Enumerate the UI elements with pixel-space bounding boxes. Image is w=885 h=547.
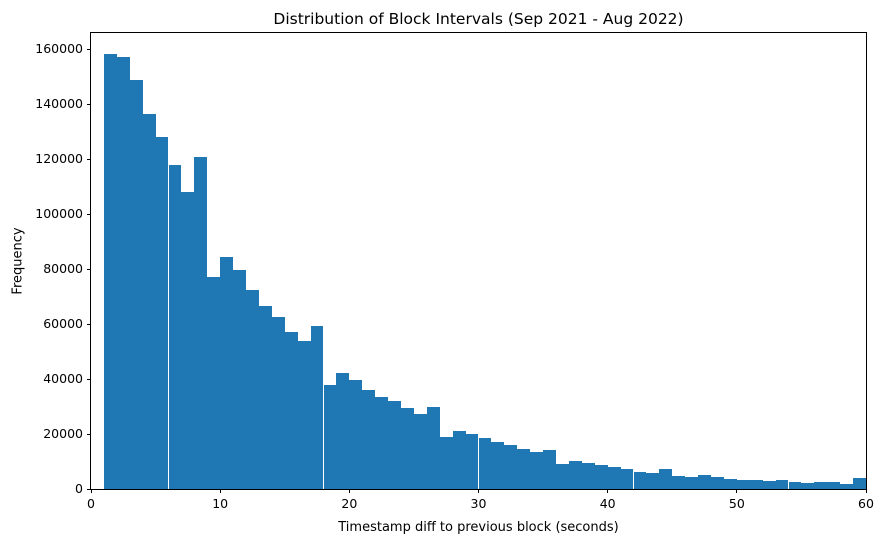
y-tick-label: 120000 — [35, 151, 83, 167]
x-tick — [478, 489, 479, 493]
histogram-bar — [814, 482, 828, 489]
x-tick — [865, 489, 867, 493]
x-tick — [607, 489, 609, 493]
plot-area — [91, 33, 866, 489]
histogram-bar — [323, 384, 337, 489]
x-tick — [348, 489, 350, 493]
histogram-bar — [736, 479, 750, 489]
y-tick-label: 20000 — [43, 426, 83, 442]
histogram-bar — [607, 467, 621, 489]
y-tick-label: 100000 — [35, 206, 83, 222]
histogram-bar — [504, 445, 518, 489]
histogram-bar — [297, 341, 311, 489]
histogram-bar — [284, 332, 298, 489]
y-tick-label: 60000 — [43, 316, 83, 332]
x-tick — [219, 489, 221, 493]
histogram-bar — [349, 380, 363, 489]
histogram-bar — [168, 165, 182, 489]
y-tick — [87, 48, 91, 50]
histogram-bar — [749, 479, 763, 489]
y-tick — [87, 268, 91, 270]
histogram-bar — [723, 478, 737, 489]
y-tick-label: 140000 — [35, 96, 83, 112]
y-tick — [87, 378, 91, 380]
histogram-bar — [207, 277, 221, 489]
x-tick-label: 60 — [858, 496, 874, 511]
y-tick — [87, 433, 91, 435]
histogram-bar — [775, 479, 789, 489]
histogram-bar — [517, 449, 531, 489]
histogram-bar — [336, 372, 350, 489]
histogram-bar — [452, 431, 466, 489]
histogram-bar — [646, 473, 660, 489]
histogram-bar — [413, 414, 427, 489]
y-tick — [87, 103, 91, 105]
y-tick-label: 160000 — [35, 41, 83, 57]
histogram-bar — [310, 325, 324, 489]
histogram-bar — [129, 79, 143, 489]
histogram-bar — [194, 156, 208, 489]
chart-title: Distribution of Block Intervals (Sep 202… — [273, 10, 684, 28]
histogram-bar — [401, 407, 414, 489]
histogram-bar — [465, 434, 479, 489]
histogram-bar — [155, 136, 169, 489]
x-tick-label: 40 — [599, 496, 616, 511]
x-tick — [736, 489, 738, 493]
histogram-bar — [672, 475, 686, 489]
histogram-bar — [801, 482, 815, 489]
histogram-bar — [220, 256, 234, 489]
x-tick-label: 10 — [212, 496, 229, 511]
histogram-bar — [103, 53, 117, 489]
histogram-bar — [633, 471, 647, 489]
histogram-bar — [840, 484, 854, 489]
histogram-bar — [271, 316, 285, 489]
x-tick-label: 30 — [470, 496, 487, 511]
histogram-bar — [853, 478, 866, 489]
y-tick-label: 40000 — [43, 371, 83, 387]
histogram-bar — [530, 451, 544, 489]
histogram-bar — [698, 475, 711, 489]
histogram-bar — [594, 465, 608, 489]
y-tick — [87, 488, 91, 490]
x-tick-label: 50 — [728, 496, 745, 511]
histogram-bar — [711, 477, 724, 489]
y-axis-label: Frequency — [10, 227, 26, 295]
histogram-bar — [258, 306, 272, 489]
histogram-bar — [375, 397, 389, 489]
histogram-bar — [620, 468, 634, 489]
histogram-bar — [685, 477, 699, 489]
histogram-bar — [116, 57, 130, 489]
histogram-bar — [556, 463, 569, 489]
histogram-bar — [581, 463, 595, 489]
x-axis-label: Timestamp diff to previous block (second… — [338, 520, 619, 535]
histogram-bar — [543, 449, 556, 489]
y-tick — [87, 158, 91, 160]
x-tick-label: 20 — [341, 496, 358, 511]
histogram-bar — [788, 482, 802, 489]
histogram-bar — [362, 390, 376, 489]
histogram-bar — [439, 436, 453, 489]
y-tick — [87, 213, 91, 215]
histogram-bar — [478, 438, 492, 489]
histogram-bar — [142, 113, 156, 489]
histogram-bar — [762, 480, 776, 489]
histogram-bar — [827, 482, 841, 489]
histogram-bar — [181, 192, 195, 489]
histogram-bar — [426, 406, 440, 489]
histogram-bar — [388, 401, 401, 489]
histogram-bar — [568, 461, 582, 489]
histogram-bar — [491, 442, 505, 489]
histogram-bar — [233, 269, 246, 489]
x-tick — [90, 489, 92, 493]
y-tick-label: 80000 — [43, 261, 83, 277]
x-tick-label: 0 — [87, 496, 95, 511]
histogram-bar — [659, 469, 673, 489]
y-tick — [87, 323, 91, 325]
histogram-bar — [246, 290, 259, 489]
y-tick-label: 0 — [75, 481, 83, 496]
